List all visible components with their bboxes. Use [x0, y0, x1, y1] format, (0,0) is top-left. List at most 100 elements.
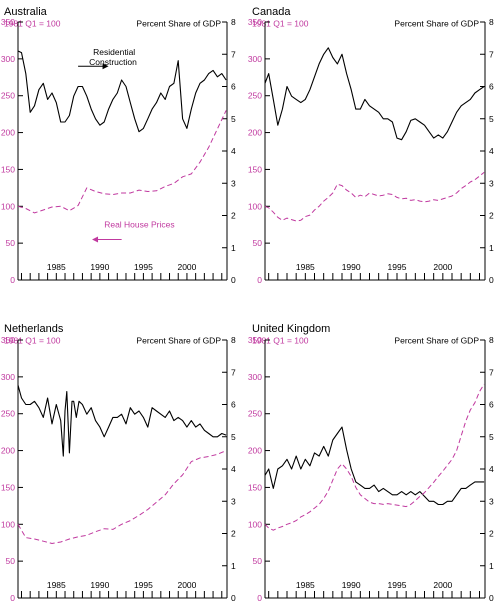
left-tick-label: 350: [1, 335, 15, 345]
left-tick-label: 350: [248, 17, 262, 27]
right-tick-label: 1: [231, 243, 236, 253]
x-tick-label: 1985: [296, 580, 315, 590]
left-tick-label: 50: [6, 238, 16, 248]
left-axis-label: 1981 Q1 = 100: [4, 18, 61, 28]
left-axis-label: 1981 Q1 = 100: [252, 18, 309, 28]
left-tick-label: 250: [248, 91, 262, 101]
real-house-prices-line: [17, 450, 227, 544]
right-tick-label: 1: [489, 561, 494, 571]
left-tick-label: 300: [1, 372, 15, 382]
panel-title: Australia: [4, 6, 48, 18]
right-tick-label: 7: [489, 367, 494, 377]
x-tick-label: 2000: [177, 262, 196, 272]
left-tick-label: 150: [248, 164, 262, 174]
annotation-construction: Construction: [89, 57, 137, 67]
right-axis-label: Percent Share of GDP: [394, 335, 479, 345]
left-tick-label: 50: [253, 238, 263, 248]
right-tick-label: 6: [231, 400, 236, 410]
left-tick-label: 0: [257, 275, 262, 285]
x-tick-label: 1990: [90, 262, 109, 272]
left-tick-label: 150: [1, 482, 15, 492]
left-tick-label: 250: [1, 409, 15, 419]
annotation-arrow-head: [102, 63, 109, 70]
left-tick-label: 100: [1, 519, 15, 529]
left-tick-label: 350: [1, 17, 15, 27]
real-house-prices-line: [264, 383, 485, 531]
right-tick-label: 7: [489, 49, 494, 59]
right-tick-label: 6: [231, 82, 236, 92]
annotation-house-prices: Real House Prices: [104, 220, 174, 230]
x-tick-label: 2000: [177, 580, 196, 590]
left-axis-label: 1981 Q1 = 100: [4, 335, 61, 345]
left-tick-label: 200: [1, 446, 15, 456]
x-tick-label: 1995: [134, 262, 153, 272]
left-tick-label: 200: [248, 446, 262, 456]
right-tick-label: 3: [231, 496, 236, 506]
x-tick-label: 1995: [388, 580, 407, 590]
right-axis-label: Percent Share of GDP: [136, 335, 221, 345]
panel-title: Netherlands: [4, 323, 64, 335]
left-tick-label: 100: [248, 519, 262, 529]
x-tick-label: 1995: [388, 262, 407, 272]
right-tick-label: 0: [489, 593, 494, 603]
right-tick-label: 0: [489, 275, 494, 285]
right-tick-label: 2: [231, 211, 236, 221]
annotation-arrow-head: [92, 236, 99, 243]
right-tick-label: 3: [489, 178, 494, 188]
right-tick-label: 1: [231, 561, 236, 571]
x-tick-label: 2000: [433, 580, 452, 590]
x-tick-label: 1990: [342, 262, 361, 272]
x-tick-label: 1995: [134, 580, 153, 590]
right-tick-label: 8: [231, 335, 236, 345]
residential-construction-line: [264, 426, 485, 506]
left-tick-label: 200: [248, 128, 262, 138]
right-tick-label: 3: [231, 178, 236, 188]
right-tick-label: 6: [489, 82, 494, 92]
residential-construction-line: [17, 384, 227, 457]
left-tick-label: 250: [248, 409, 262, 419]
right-tick-label: 4: [489, 146, 494, 156]
right-tick-label: 2: [489, 529, 494, 539]
left-tick-label: 0: [10, 593, 15, 603]
right-tick-label: 6: [489, 400, 494, 410]
right-tick-label: 5: [231, 114, 236, 124]
right-tick-label: 5: [489, 114, 494, 124]
right-tick-label: 8: [231, 17, 236, 27]
right-axis-label: Percent Share of GDP: [136, 18, 221, 28]
right-tick-label: 0: [231, 275, 236, 285]
x-tick-label: 2000: [433, 262, 452, 272]
left-tick-label: 200: [1, 128, 15, 138]
right-tick-label: 4: [489, 464, 494, 474]
left-tick-label: 50: [253, 556, 263, 566]
right-tick-label: 5: [231, 432, 236, 442]
annotation-residential: Residential: [93, 47, 135, 57]
left-tick-label: 50: [6, 556, 16, 566]
x-tick-label: 1990: [342, 580, 361, 590]
right-tick-label: 4: [231, 146, 236, 156]
right-tick-label: 5: [489, 432, 494, 442]
panel-title: United Kingdom: [252, 323, 330, 335]
right-tick-label: 0: [231, 593, 236, 603]
right-axis-label: Percent Share of GDP: [394, 18, 479, 28]
right-tick-label: 7: [231, 49, 236, 59]
residential-construction-line: [264, 47, 485, 141]
left-tick-label: 300: [248, 54, 262, 64]
left-tick-label: 350: [248, 335, 262, 345]
residential-construction-line: [17, 50, 227, 133]
right-tick-label: 4: [231, 464, 236, 474]
left-tick-label: 300: [1, 54, 15, 64]
right-tick-label: 8: [489, 335, 494, 345]
real-house-prices-line: [264, 172, 485, 222]
right-tick-label: 8: [489, 17, 494, 27]
left-tick-label: 150: [1, 164, 15, 174]
left-tick-label: 300: [248, 372, 262, 382]
right-tick-label: 2: [489, 211, 494, 221]
left-tick-label: 0: [10, 275, 15, 285]
left-tick-label: 150: [248, 482, 262, 492]
left-tick-label: 0: [257, 593, 262, 603]
left-tick-label: 250: [1, 91, 15, 101]
